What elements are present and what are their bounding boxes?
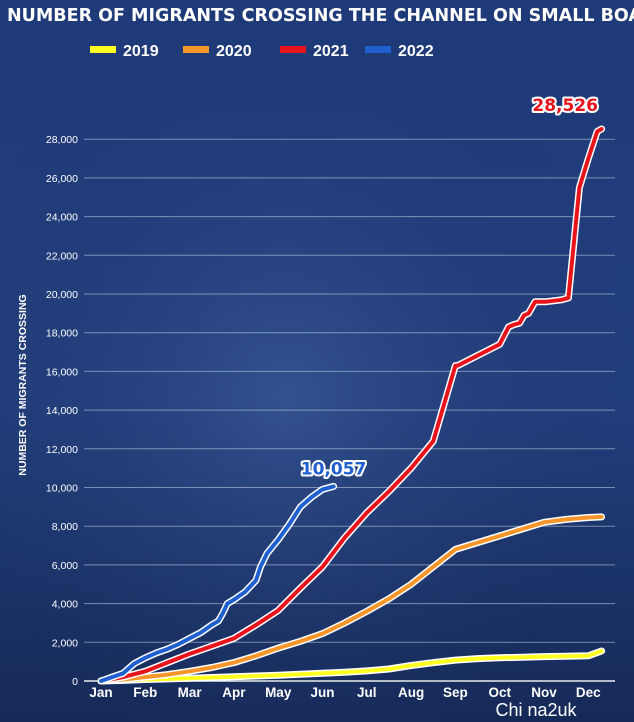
legend-swatch [183, 46, 209, 53]
x-tick-label: Aug [398, 685, 424, 700]
legend-item: 2021 [280, 43, 349, 60]
chart-annotations: 28,526 10,057 [299, 94, 600, 481]
x-tick-label: Sep [443, 685, 468, 700]
series-line-2021 [99, 127, 604, 683]
x-tick-label: Jul [357, 685, 377, 700]
legend-label: 2019 [123, 43, 159, 60]
y-tick-label: 28,000 [46, 134, 78, 146]
x-tick-label: Jun [310, 685, 334, 700]
chart-grid [84, 138, 615, 682]
chart-legend: 2019 2020 2021 2022 [90, 43, 434, 60]
x-tick-label: Apr [222, 685, 246, 700]
legend-item: 2019 [90, 43, 159, 60]
series-line-2022 [99, 484, 336, 683]
legend-item: 2022 [365, 43, 434, 60]
series-line-2020 [99, 514, 604, 683]
y-tick-label: 26,000 [46, 173, 78, 185]
chart-series [97, 125, 606, 685]
y-tick-label: 4,000 [52, 599, 78, 611]
y-tick-label: 0 [72, 676, 78, 688]
x-tick-label: Dec [576, 685, 601, 700]
x-tick-label: Oct [488, 685, 511, 700]
y-tick-label: 16,000 [46, 366, 78, 378]
y-tick-label: 24,000 [46, 212, 78, 224]
legend-item: 2020 [183, 43, 252, 60]
x-tick-label: May [265, 685, 292, 700]
annotation-label: 28,526 [532, 96, 598, 116]
legend-label: 2022 [398, 43, 434, 60]
x-tick-label: Nov [531, 685, 557, 700]
y-tick-label: 18,000 [46, 328, 78, 340]
y-tick-label: 6,000 [52, 560, 78, 572]
chart-title: NUMBER OF MIGRANTS CROSSING THE CHANNEL … [7, 6, 634, 26]
y-axis-ticks: 0 2,000 4,000 6,000 8,000 10,000 12,000 14,000 1… [46, 134, 78, 688]
x-tick-label: Mar [178, 685, 203, 700]
series-line-2019 [99, 649, 604, 683]
watermark-text: Chi na2uk [495, 700, 577, 720]
x-axis-ticks: Jan Feb Mar Apr May Jun Jul Aug Sep Oct Nov Dec [89, 685, 601, 700]
legend-label: 2020 [216, 43, 252, 60]
y-tick-label: 14,000 [46, 405, 78, 417]
y-tick-label: 22,000 [46, 250, 78, 262]
legend-swatch [280, 46, 306, 53]
legend-swatch [365, 46, 391, 53]
legend-swatch [90, 46, 116, 53]
y-tick-label: 20,000 [46, 289, 78, 301]
y-tick-label: 8,000 [52, 521, 78, 533]
legend-label: 2021 [313, 43, 349, 60]
x-tick-label: Jan [89, 685, 112, 700]
y-tick-label: 10,000 [46, 483, 78, 495]
y-tick-label: 12,000 [46, 444, 78, 456]
y-tick-label: 2,000 [52, 637, 78, 649]
y-axis-label: NUMBER OF MIGRANTS CROSSING [17, 294, 29, 475]
annotation-label: 10,057 [301, 459, 367, 479]
x-tick-label: Feb [133, 685, 157, 700]
